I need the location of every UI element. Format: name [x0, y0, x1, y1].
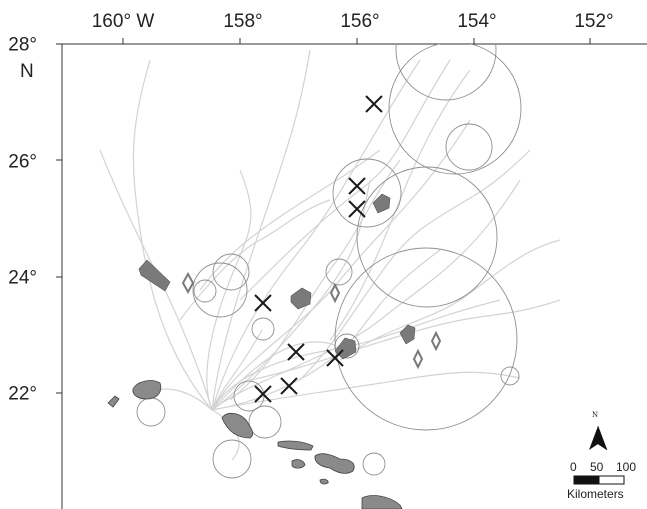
island-molokai	[277, 440, 314, 451]
range-circles	[136, 44, 522, 479]
feature-patch	[399, 324, 416, 345]
scale-tick-50: 50	[590, 460, 604, 474]
diamond-marker	[412, 348, 424, 370]
cross-marker	[326, 349, 344, 367]
island-lanai	[291, 459, 306, 469]
diamond-marker	[181, 271, 195, 295]
feature-patch	[290, 287, 312, 310]
cross-marker	[254, 294, 272, 312]
lat-label-26: 26°	[8, 151, 37, 173]
island-oahu	[221, 412, 254, 439]
north-label: N	[592, 411, 599, 419]
cross-marker	[348, 200, 366, 218]
cross-marker	[280, 377, 298, 395]
island-maui	[314, 453, 355, 474]
cross-marker	[254, 385, 272, 403]
feature-patch	[138, 259, 171, 292]
map-frame	[56, 38, 647, 509]
scale-bar	[573, 475, 625, 485]
island-hawaii	[361, 495, 403, 509]
cross-marker	[348, 177, 366, 195]
scale-tick-100: 100	[616, 460, 637, 474]
lon-label-152: 152°	[574, 11, 614, 32]
feature-patch	[372, 193, 391, 214]
lat-label-north: N	[20, 61, 34, 82]
island-kauai	[132, 380, 162, 400]
diamond-markers	[181, 271, 442, 370]
scale-tick-0: 0	[570, 460, 577, 474]
diamond-marker	[430, 330, 442, 352]
island-niihau	[107, 395, 120, 408]
islands	[107, 380, 403, 509]
diamond-marker	[329, 282, 341, 304]
north-arrow-icon	[589, 425, 608, 451]
cross-marker	[365, 95, 383, 113]
scale-unit: Kilometers	[567, 487, 624, 501]
lon-label-160w: 160° W	[91, 11, 155, 32]
lon-label-156: 156°	[340, 11, 380, 32]
island-kahoolawe	[319, 478, 329, 485]
lat-label-24: 24°	[8, 267, 37, 289]
lon-label-154: 154°	[457, 11, 497, 32]
filled-features	[138, 193, 416, 360]
lon-label-158: 158°	[223, 11, 263, 32]
animal-tracks	[99, 49, 561, 461]
lat-label-28: 28°	[8, 34, 37, 56]
cross-markers	[254, 95, 383, 403]
lat-label-22: 22°	[8, 383, 37, 405]
cross-marker	[287, 343, 305, 361]
